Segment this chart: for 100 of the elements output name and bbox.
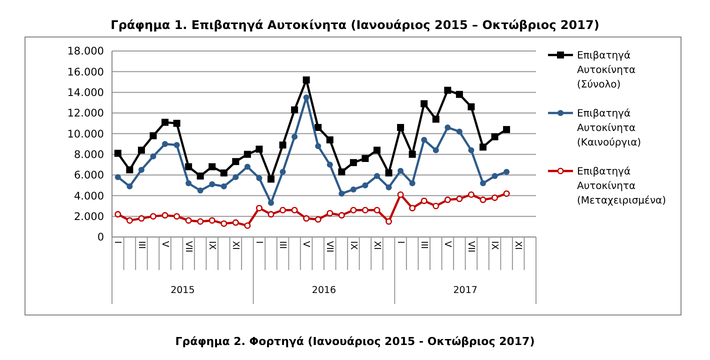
y-tick-label: 18.000: [67, 46, 104, 58]
point: [397, 124, 404, 131]
y-tick-label: 14.000: [67, 87, 104, 100]
point: [386, 218, 392, 225]
x-tick-label: XI: [230, 241, 240, 250]
point: [185, 217, 192, 224]
point: [150, 153, 156, 160]
x-tick-label: I: [254, 241, 264, 244]
point: [185, 163, 192, 170]
point: [350, 159, 357, 166]
point: [398, 168, 404, 174]
point: [326, 136, 334, 144]
point: [162, 141, 168, 147]
point: [350, 206, 357, 214]
point: [362, 182, 368, 188]
point: [374, 146, 380, 154]
point: [456, 196, 463, 202]
point: [338, 168, 346, 176]
point: [209, 181, 216, 188]
x-tick-label: XI: [512, 241, 523, 250]
point: [150, 132, 157, 140]
point: [208, 217, 216, 224]
x-tick-label: XI: [371, 241, 382, 250]
x-tick-label: VII: [182, 241, 193, 252]
y-tick-label: 4.000: [74, 190, 104, 202]
point: [280, 206, 286, 214]
point: [268, 211, 274, 218]
point: [338, 190, 345, 197]
point: [408, 150, 416, 158]
point: [186, 180, 192, 186]
point: [114, 174, 121, 180]
point: [138, 166, 144, 173]
point: [432, 147, 439, 154]
point: [503, 190, 510, 197]
point: [197, 188, 204, 194]
point: [480, 196, 486, 204]
point: [456, 128, 462, 135]
point: [220, 183, 227, 190]
point: [279, 142, 286, 149]
point: [291, 206, 298, 214]
point: [174, 142, 180, 148]
point: [420, 198, 428, 204]
point: [256, 204, 262, 212]
point: [492, 194, 498, 201]
point: [220, 169, 228, 176]
point: [386, 184, 392, 190]
legend-label: Επιβατηγά Αυτοκίνητα (Καινούργια): [577, 108, 642, 148]
point: [256, 175, 262, 182]
y-tick-label: 10.000: [67, 128, 104, 140]
point: [126, 183, 133, 190]
legend-label: Επιβατηγά Αυτοκίνητα (Σύνολο): [577, 50, 636, 90]
y-tick-label: 0: [97, 232, 104, 244]
point: [444, 196, 451, 204]
point: [138, 215, 145, 222]
point: [326, 210, 334, 216]
point: [326, 162, 333, 168]
point: [362, 206, 368, 214]
point: [491, 133, 498, 140]
x-tick-label: I: [394, 241, 405, 244]
point: [480, 180, 486, 186]
y-tick-label: 8.000: [74, 149, 104, 162]
point: [468, 191, 474, 198]
x-tick-label: VII: [324, 241, 334, 252]
x-tick-label: I: [112, 241, 122, 244]
point: [338, 212, 345, 219]
point: [444, 124, 451, 130]
point: [173, 120, 180, 127]
point: [268, 176, 274, 183]
point: [503, 126, 510, 134]
x-tick-label: III: [418, 241, 428, 249]
point: [174, 213, 180, 220]
point: [126, 166, 134, 174]
text: Γράφημα 2. Φορτηγά (Ιανουάριος 2015 - Οκτώβριος 2017): [175, 335, 535, 348]
y-tick-label: 2.000: [74, 211, 104, 224]
point: [197, 218, 204, 225]
point: [244, 164, 250, 170]
point: [303, 215, 310, 222]
point: [220, 220, 228, 227]
point: [409, 204, 416, 212]
x-tick-label: V: [159, 241, 170, 248]
x-tick-label: VII: [466, 241, 476, 252]
point: [314, 124, 322, 131]
legend-label: Επιβατηγά Αυτοκίνητα (Μεταχειρισμένα): [577, 166, 666, 206]
point: [385, 169, 392, 176]
x-tick-label: III: [136, 241, 146, 249]
point: [432, 116, 440, 123]
point: [280, 168, 286, 175]
point: [114, 211, 122, 218]
point: [314, 216, 322, 223]
point: [303, 94, 310, 100]
x-tick-label: IX: [348, 241, 358, 250]
point: [292, 134, 298, 140]
point: [196, 172, 204, 180]
point: [256, 146, 263, 153]
chart-title: Γράφημα 1. Επιβατηγά Αυτοκίνητα (Ιανουάριος 2015 – Οκτώβριος 2017): [110, 18, 600, 32]
point: [302, 76, 310, 84]
point: [409, 180, 416, 186]
text: 2016: [312, 285, 336, 296]
point: [468, 103, 475, 110]
point: [208, 163, 216, 170]
